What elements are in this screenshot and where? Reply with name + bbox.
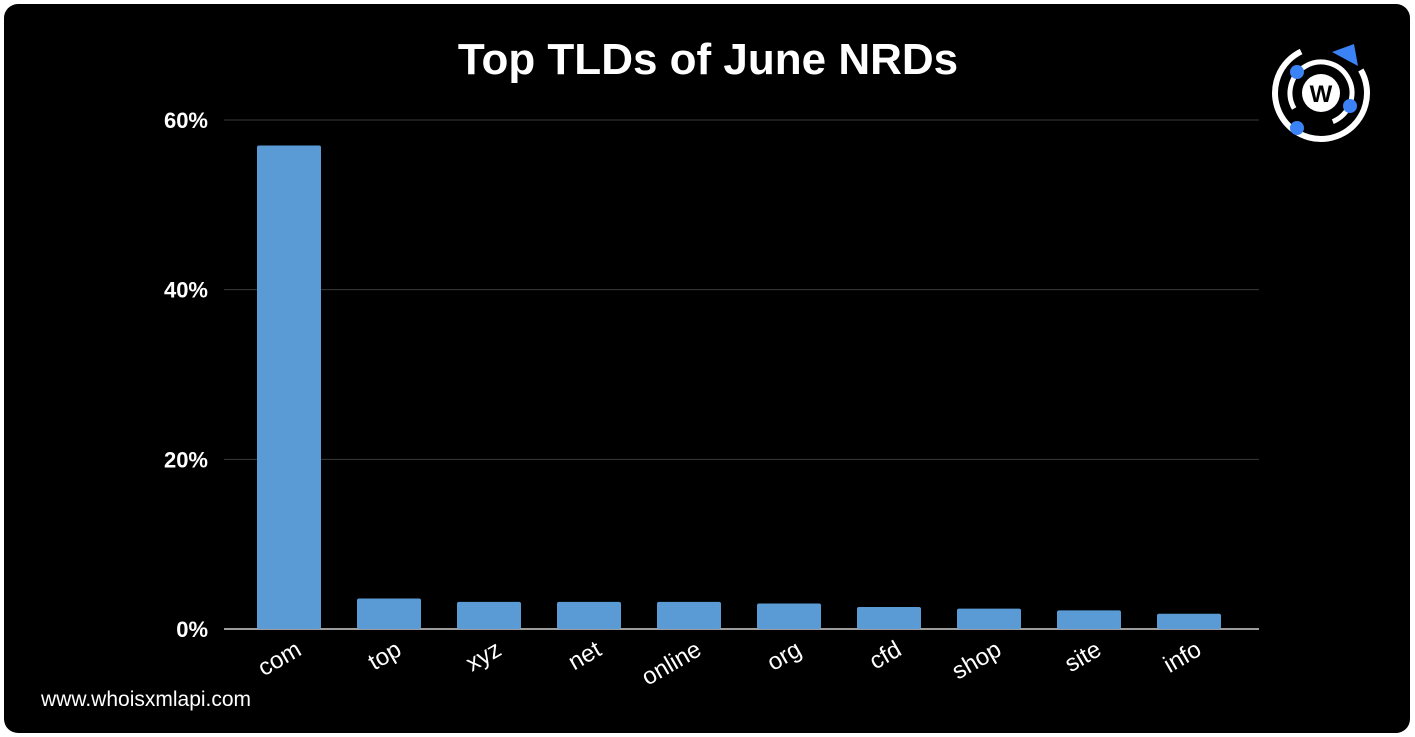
gridlines — [224, 119, 1259, 630]
chart-frame: Top TLDs of June NRDs 0% 20% 40% 60% com top… — [4, 4, 1410, 733]
whoisxmlapi-logo-icon: W — [1266, 38, 1376, 148]
x-tick-label: org — [762, 636, 806, 677]
bar-site — [1057, 610, 1121, 629]
x-tick-label: com — [253, 636, 306, 682]
bar-xyz — [457, 601, 521, 629]
y-tick-label: 0% — [176, 617, 208, 642]
bar-org — [757, 603, 821, 629]
x-axis-ticks: com top xyz net online org cfd shop site info — [253, 636, 1206, 692]
bar-online — [657, 601, 721, 629]
x-tick-label: shop — [947, 636, 1006, 685]
bar-com — [257, 145, 321, 629]
bar-net — [557, 601, 621, 629]
bars — [257, 145, 1221, 629]
website-url: www.whoisxmlapi.com — [41, 688, 252, 711]
bar-info — [1157, 613, 1221, 629]
x-tick-label: site — [1060, 636, 1106, 678]
y-tick-label: 40% — [164, 278, 208, 303]
x-tick-label: info — [1159, 636, 1206, 679]
x-tick-label: xyz — [461, 636, 506, 677]
y-axis-ticks: 0% 20% 40% 60% — [164, 108, 208, 642]
y-tick-label: 60% — [164, 108, 208, 133]
bar-top — [357, 598, 421, 629]
bar-chart: Top TLDs of June NRDs 0% 20% 40% 60% com top… — [164, 35, 1259, 692]
x-tick-label: top — [364, 636, 406, 676]
x-tick-label: net — [564, 636, 607, 676]
chart-title: Top TLDs of June NRDs — [458, 35, 958, 84]
bar-cfd — [857, 606, 921, 629]
x-tick-label: cfd — [865, 636, 906, 675]
y-tick-label: 20% — [164, 447, 208, 472]
bar-shop — [957, 608, 1021, 629]
x-tick-label: online — [637, 636, 706, 691]
logo-letter: W — [1310, 81, 1333, 108]
